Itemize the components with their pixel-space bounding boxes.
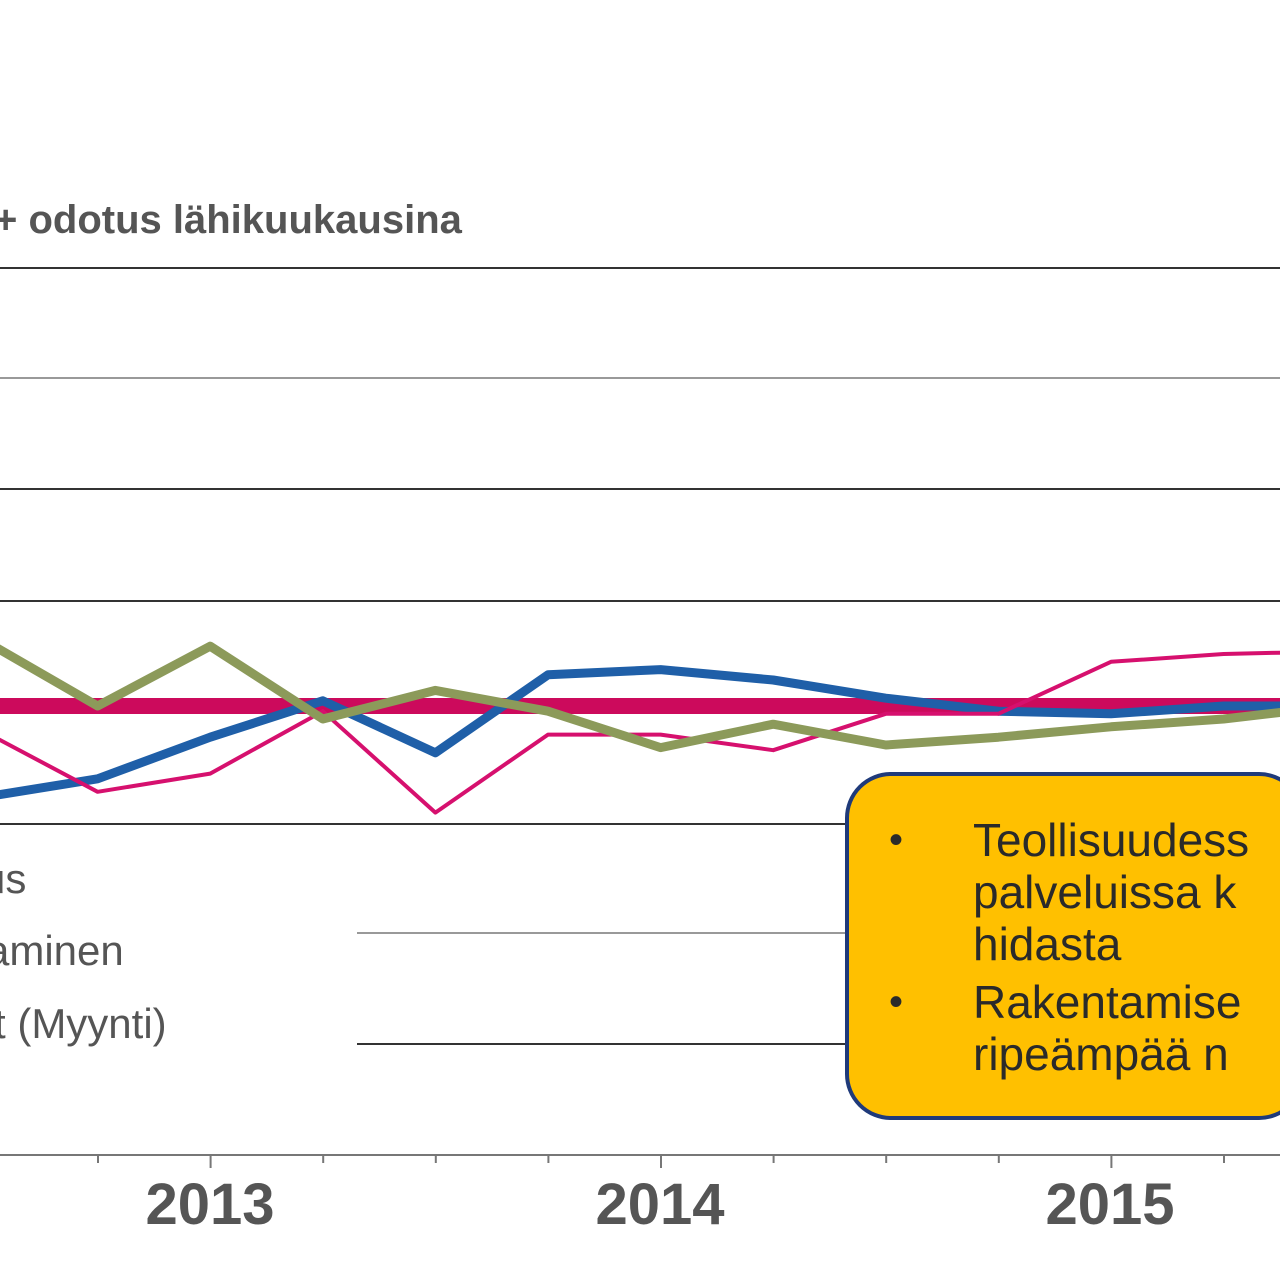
series-line-3 <box>0 650 1280 815</box>
x-tick-label: 2014 <box>595 1172 724 1237</box>
callout-box: • Teollisuudess palveluissa k hidasta • … <box>845 772 1280 1120</box>
x-tick-label: 2015 <box>1045 1172 1174 1237</box>
legend-entry-2: aminen <box>0 927 124 974</box>
callout-line: palveluissa k <box>973 866 1237 918</box>
callout-line: Rakentamise <box>973 976 1242 1028</box>
series-line-2 <box>0 641 1280 753</box>
x-axis-ticks <box>97 1155 1225 1168</box>
callout-line: ripeämpää n <box>973 1028 1229 1080</box>
x-tick-label: 2013 <box>145 1172 274 1237</box>
gridlines <box>0 267 1280 1156</box>
chart-subtitle: + odotus lähikuukausina <box>0 198 462 242</box>
callout-item: • Teollisuudess palveluissa k hidasta <box>849 814 1280 970</box>
bullet: • <box>889 818 904 862</box>
legend-entry-1: us <box>0 855 27 902</box>
series-line-1 <box>0 665 1280 800</box>
callout-line: Teollisuudess <box>973 814 1250 866</box>
bullet: • <box>889 980 904 1024</box>
series-layer <box>0 641 1280 815</box>
callout-line: hidasta <box>973 918 1122 970</box>
callout-list: • Teollisuudess palveluissa k hidasta • … <box>849 814 1280 1080</box>
legend-entry-3: t (Myynti) <box>0 1000 167 1047</box>
callout-item: • Rakentamise ripeämpää n <box>849 976 1280 1080</box>
x-tick-labels: 2013 2014 2015 <box>145 1172 1174 1237</box>
